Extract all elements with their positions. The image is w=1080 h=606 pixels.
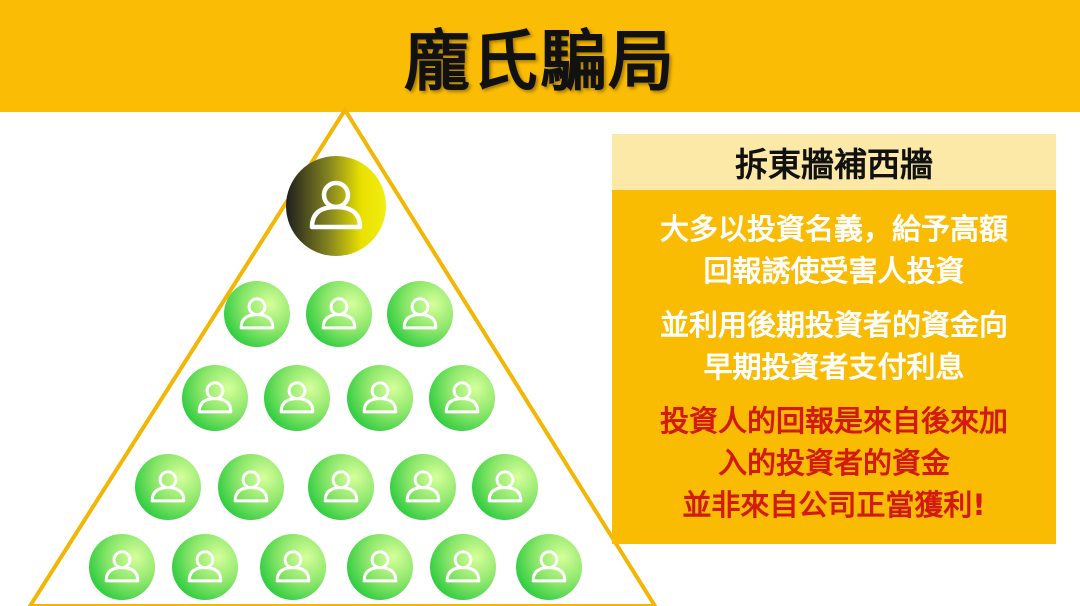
investor-icon (264, 365, 330, 431)
investor-icon (172, 534, 238, 600)
investor-icon (218, 454, 284, 520)
investor-icon (306, 281, 372, 347)
top-investor-icon (286, 156, 386, 256)
investor-icon (260, 534, 326, 600)
page-title: 龐氏騙局 (404, 23, 676, 100)
investor-icon (430, 534, 496, 600)
text-line: 投資人的回報是來自後來加 (659, 404, 1008, 438)
investor-icon (308, 454, 374, 520)
investor-icon (387, 281, 453, 347)
investor-icon (347, 534, 413, 600)
text-line: 早期投資者支付利息 (703, 350, 965, 384)
text-line: 並利用後期投資者的資金向 (659, 308, 1008, 342)
investor-icon (135, 454, 201, 520)
investor-icon (182, 365, 248, 431)
investor-icon (224, 281, 290, 347)
investor-icon (429, 365, 495, 431)
text-line: 回報誘使受害人投資 (703, 254, 965, 288)
panel-body: 大多以投資名義，給予高額 回報誘使受害人投資 並利用後期投資者的資金向 早期投資… (612, 190, 1056, 544)
paragraph-interest-payment: 並利用後期投資者的資金向 早期投資者支付利息 (660, 304, 1008, 388)
investor-icon (472, 454, 538, 520)
text-line: 並非來自公司正當獲利! (682, 488, 986, 522)
investor-icon (347, 365, 413, 431)
panel-header: 拆東牆補西牆 (612, 134, 1056, 190)
investor-icon (390, 454, 456, 520)
investor-icon (516, 534, 582, 600)
paragraph-investment-lure: 大多以投資名義，給予高額 回報誘使受害人投資 (660, 208, 1008, 292)
title-banner: 龐氏騙局 (0, 0, 1080, 112)
paragraph-warning: 投資人的回報是來自後來加 入的投資者的資金 並非來自公司正當獲利! (660, 400, 1008, 526)
investor-icon (89, 534, 155, 600)
text-line: 入的投資者的資金 (717, 446, 950, 480)
info-panel: 拆東牆補西牆 大多以投資名義，給予高額 回報誘使受害人投資 並利用後期投資者的資… (612, 134, 1056, 544)
panel-header-text: 拆東牆補西牆 (735, 145, 933, 184)
text-line: 大多以投資名義，給予高額 (659, 212, 1008, 246)
